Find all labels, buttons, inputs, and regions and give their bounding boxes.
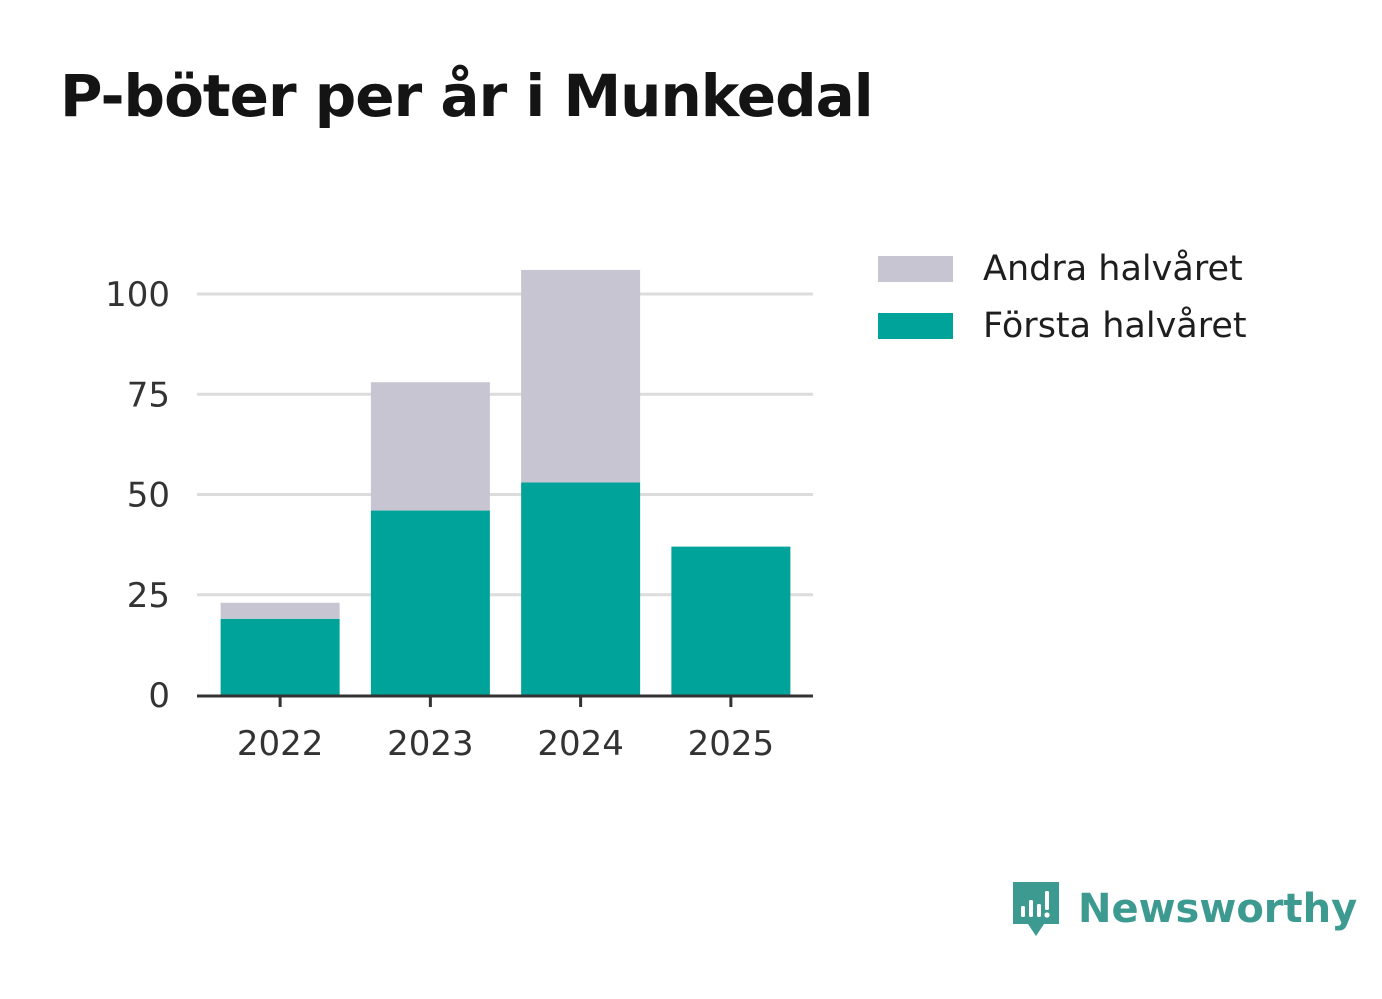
legend-swatch-forsta [878,312,953,339]
y-tick-label-75: 75 [127,375,170,415]
x-tick-label-2023: 2023 [387,724,474,764]
bar-2022-forsta [220,618,340,695]
bar-2024-forsta [521,482,641,695]
y-tick-label-50: 50 [127,476,170,516]
legend-item-forsta: Första halvåret [878,297,1247,354]
x-tick-label-2025: 2025 [688,724,775,764]
bar-2023-forsta [370,510,490,695]
brand-name: Newsworthy [1078,886,1358,932]
legend-swatch-andra [878,255,953,282]
x-tick-label-2024: 2024 [537,724,624,764]
bar-2024-andra [521,269,641,483]
brand-logo: Newsworthy [1010,878,1357,940]
bar-2025-forsta [671,546,791,695]
legend-label-forsta: Första halvåret [983,305,1247,346]
chart-title: P-böter per år i Munkedal [60,62,874,130]
bar-2022-andra [220,602,340,619]
y-tick-label-100: 100 [105,275,170,315]
legend-item-andra: Andra halvåret [878,240,1247,297]
legend-label-andra: Andra halvåret [983,248,1243,289]
x-tick-label-2022: 2022 [237,724,324,764]
legend: Andra halvåret Första halvåret [878,240,1247,354]
bar-2023-andra [370,382,490,511]
newsworthy-logo-icon [1013,882,1059,936]
y-tick-label-0: 0 [148,676,170,716]
y-tick-label-25: 25 [127,576,170,616]
